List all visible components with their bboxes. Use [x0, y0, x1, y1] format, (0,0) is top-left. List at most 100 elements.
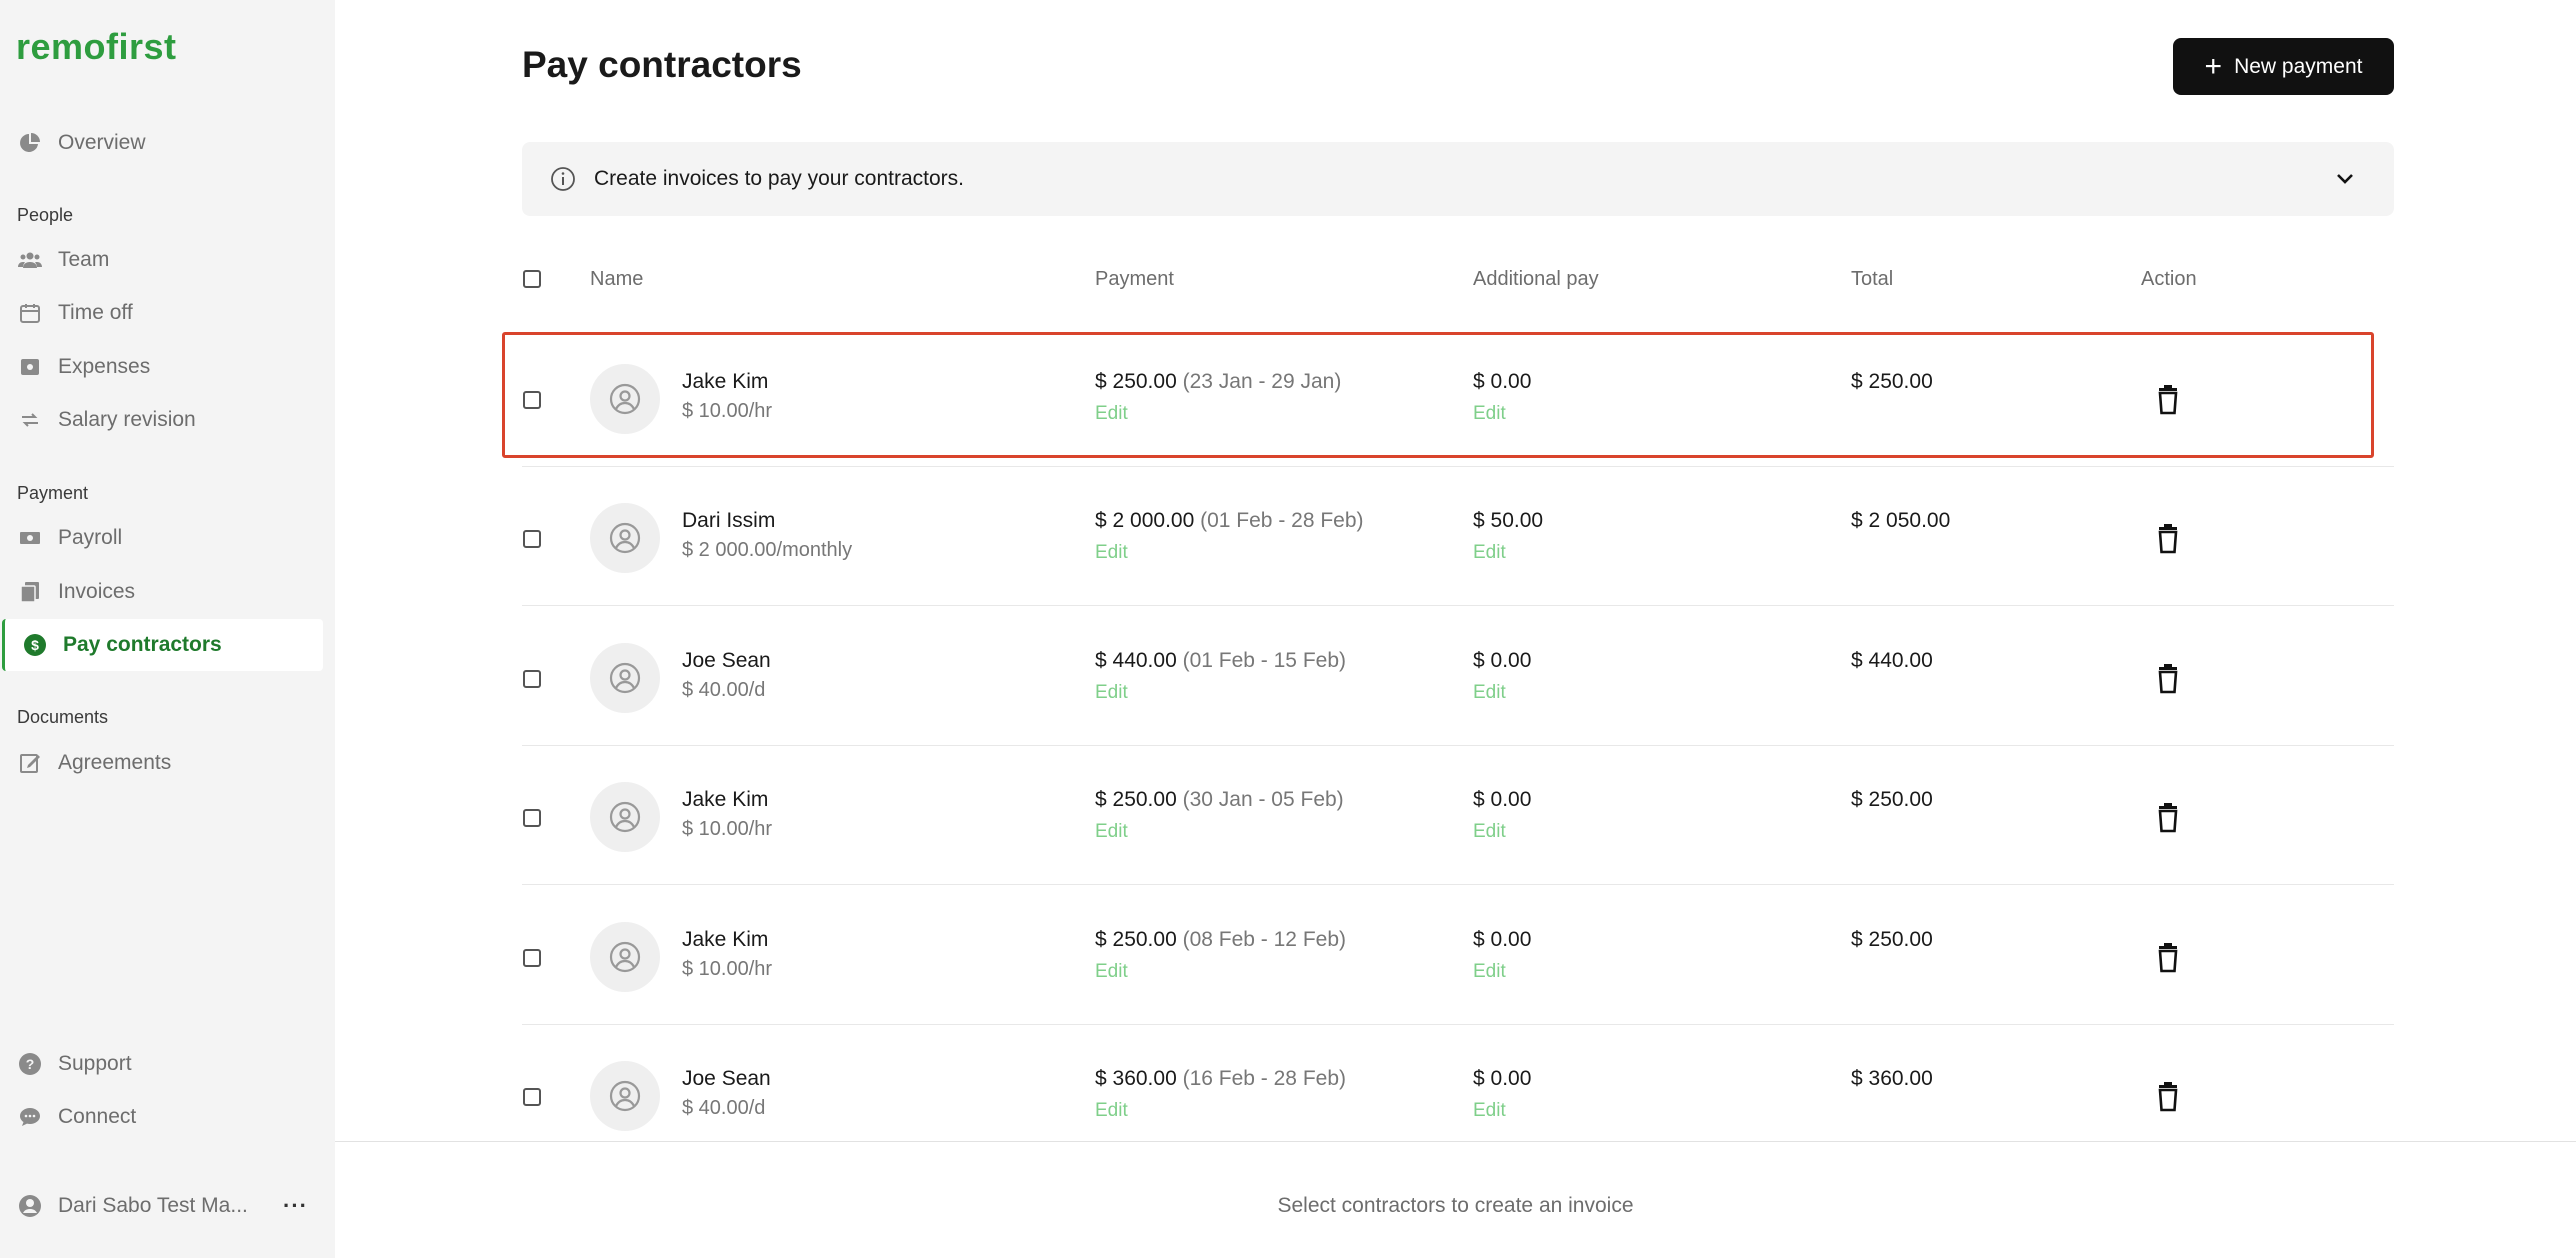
trash-icon[interactable]: [2154, 664, 2182, 694]
svg-text:$: $: [31, 637, 39, 653]
new-payment-button[interactable]: + New payment: [2173, 38, 2394, 95]
refresh-icon: [18, 408, 42, 432]
info-banner[interactable]: Create invoices to pay your contractors.: [522, 142, 2394, 216]
table-header: Name Payment Additional pay Total Action: [522, 248, 2394, 308]
column-additional-pay: Additional pay: [1473, 268, 1599, 290]
sidebar-item-overview[interactable]: Overview: [0, 117, 323, 169]
sidebar-item-label: Invoices: [58, 580, 136, 603]
column-name: Name: [590, 268, 644, 290]
row-checkbox[interactable]: [523, 809, 541, 827]
contractor-name: Jake Kim: [682, 788, 769, 811]
user-account[interactable]: Dari Sabo Test Ma... ···: [18, 1188, 308, 1224]
additional-pay-amount: $ 0.00: [1473, 788, 1532, 811]
section-payment: Payment: [17, 483, 89, 503]
sidebar-item-team[interactable]: Team: [0, 234, 323, 286]
edit-additional-pay-link[interactable]: Edit: [1473, 1100, 1506, 1121]
contractor-rate: $ 10.00/hr: [682, 400, 773, 422]
sidebar-item-support[interactable]: ? Support: [0, 1038, 323, 1090]
select-all-checkbox[interactable]: [523, 270, 541, 288]
additional-pay-amount: $ 0.00: [1473, 928, 1532, 951]
sidebar-item-invoices[interactable]: Invoices: [0, 566, 323, 618]
contractor-name: Joe Sean: [682, 649, 771, 672]
svg-text:?: ?: [26, 1056, 35, 1072]
avatar: [590, 782, 660, 852]
table-row: Jake Kim $ 10.00/hr $ 250.00 (08 Feb - 1…: [522, 886, 2394, 1025]
trash-icon[interactable]: [2154, 803, 2182, 833]
remofirst-logo[interactable]: remofirst: [16, 26, 177, 67]
row-checkbox[interactable]: [523, 1088, 541, 1106]
additional-pay-amount: $ 50.00: [1473, 509, 1544, 532]
row-checkbox[interactable]: [523, 949, 541, 967]
payment-period: (08 Feb - 12 Feb): [1182, 928, 1346, 951]
edit-additional-pay-link[interactable]: Edit: [1473, 682, 1506, 703]
plus-icon: +: [2204, 49, 2223, 83]
contractor-name: Jake Kim: [682, 928, 769, 951]
total-amount: $ 250.00: [1851, 928, 1933, 951]
sidebar-item-payroll[interactable]: Payroll: [0, 512, 323, 564]
payment-amount: $ 250.00 (08 Feb - 12 Feb): [1095, 928, 1346, 951]
sidebar-item-label: Payroll: [58, 526, 123, 549]
avatar: [590, 1061, 660, 1131]
edit-document-icon: [18, 751, 42, 775]
receipt-icon: [18, 355, 42, 379]
edit-additional-pay-link[interactable]: Edit: [1473, 542, 1506, 563]
sidebar-item-label: Pay contractors: [63, 633, 222, 656]
edit-payment-link[interactable]: Edit: [1095, 1100, 1128, 1121]
info-icon: [550, 166, 576, 192]
documents-icon: [18, 580, 42, 604]
more-options-icon[interactable]: ···: [283, 1193, 308, 1218]
help-circle-icon: ?: [18, 1052, 42, 1076]
avatar: [590, 503, 660, 573]
user-name: Dari Sabo Test Ma...: [58, 1194, 248, 1217]
edit-additional-pay-link[interactable]: Edit: [1473, 403, 1506, 424]
trash-icon[interactable]: [2154, 385, 2182, 415]
total-amount: $ 250.00: [1851, 370, 1933, 393]
pie-chart-icon: [18, 131, 42, 155]
row-checkbox[interactable]: [523, 391, 541, 409]
edit-payment-link[interactable]: Edit: [1095, 542, 1128, 563]
trash-icon[interactable]: [2154, 524, 2182, 554]
payment-amount: $ 2 000.00 (01 Feb - 28 Feb): [1095, 509, 1364, 532]
edit-additional-pay-link[interactable]: Edit: [1473, 961, 1506, 982]
sidebar-item-expenses[interactable]: Expenses: [0, 341, 323, 393]
contractor-name: Dari Issim: [682, 509, 776, 532]
total-amount: $ 440.00: [1851, 649, 1933, 672]
sidebar-item-label: Salary revision: [58, 408, 196, 431]
team-icon: [18, 248, 42, 272]
edit-additional-pay-link[interactable]: Edit: [1473, 821, 1506, 842]
edit-payment-link[interactable]: Edit: [1095, 682, 1128, 703]
calendar-icon: [18, 301, 42, 325]
chevron-down-icon[interactable]: [2332, 166, 2358, 192]
sidebar-item-connect[interactable]: Connect: [0, 1091, 323, 1143]
edit-payment-link[interactable]: Edit: [1095, 821, 1128, 842]
sidebar-item-pay-contractors[interactable]: $ Pay contractors: [2, 619, 323, 671]
avatar: [590, 643, 660, 713]
user-circle-icon: [18, 1194, 42, 1218]
total-amount: $ 360.00: [1851, 1067, 1933, 1090]
sidebar-item-time-off[interactable]: Time off: [0, 287, 323, 339]
payment-period: (23 Jan - 29 Jan): [1182, 370, 1342, 393]
payment-period: (16 Feb - 28 Feb): [1182, 1067, 1346, 1090]
payment-amount: $ 440.00 (01 Feb - 15 Feb): [1095, 649, 1346, 672]
sidebar: remofirst Overview People Team Time off …: [0, 0, 335, 1258]
sidebar-item-agreements[interactable]: Agreements: [0, 737, 323, 789]
avatar: [590, 922, 660, 992]
edit-payment-link[interactable]: Edit: [1095, 403, 1128, 424]
sidebar-item-label: Team: [58, 248, 110, 271]
row-checkbox[interactable]: [523, 670, 541, 688]
section-people: People: [17, 205, 74, 225]
edit-payment-link[interactable]: Edit: [1095, 961, 1128, 982]
sidebar-item-label: Support: [58, 1052, 132, 1075]
table-row: Joe Sean $ 40.00/d $ 440.00 (01 Feb - 15…: [522, 607, 2394, 746]
column-payment: Payment: [1095, 268, 1174, 290]
contractor-rate: $ 40.00/d: [682, 1097, 766, 1119]
sidebar-item-salary-revision[interactable]: Salary revision: [0, 394, 323, 446]
money-icon: [18, 526, 42, 550]
trash-icon[interactable]: [2154, 1082, 2182, 1112]
payment-amount: $ 360.00 (16 Feb - 28 Feb): [1095, 1067, 1346, 1090]
sidebar-item-label: Time off: [58, 301, 133, 324]
row-checkbox[interactable]: [523, 530, 541, 548]
contractor-rate: $ 10.00/hr: [682, 818, 773, 840]
trash-icon[interactable]: [2154, 943, 2182, 973]
avatar: [590, 364, 660, 434]
